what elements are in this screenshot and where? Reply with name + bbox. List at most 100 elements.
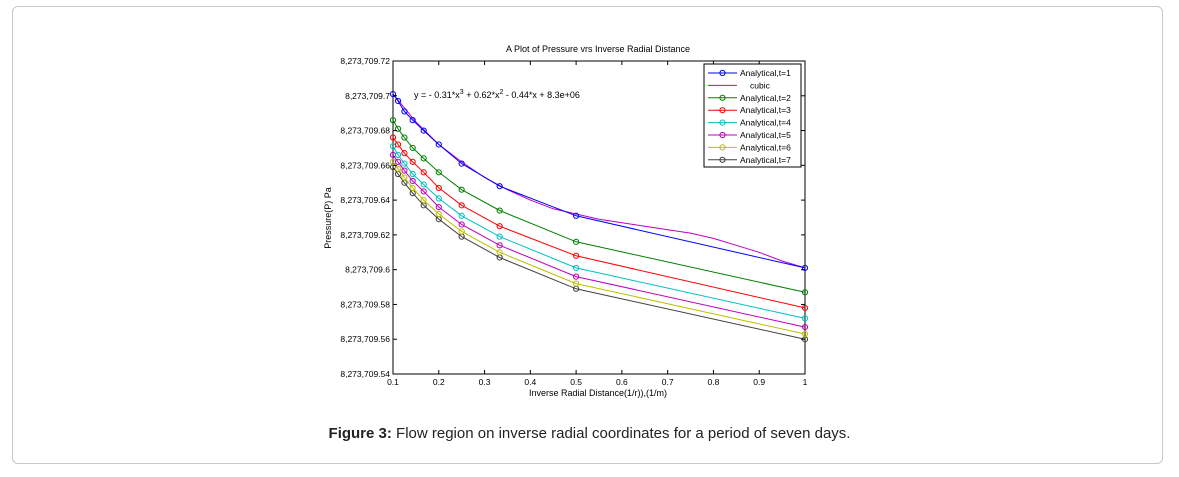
x-tick-label: 0.7 <box>662 377 674 387</box>
data-point-analytical-t-3 <box>409 158 416 165</box>
x-tick-label: 0.8 <box>708 377 720 387</box>
y-tick-label: 8,273,709.7 <box>345 91 390 101</box>
data-point-analytical-t-2 <box>496 207 503 214</box>
data-point-analytical-t-1 <box>801 264 809 272</box>
data-point-analytical-t-4 <box>394 151 402 158</box>
legend-label: Analytical,t=2 <box>740 93 791 103</box>
data-point-analytical-t-6 <box>394 165 402 172</box>
data-point-analytical-t-4 <box>420 181 427 188</box>
series-line-cubic <box>392 93 806 269</box>
data-point-analytical-t-1 <box>573 212 580 219</box>
legend-label: Analytical,t=7 <box>740 155 791 165</box>
data-point-analytical-t-5 <box>394 158 402 165</box>
data-point-analytical-t-6 <box>496 249 503 256</box>
data-point-analytical-t-6 <box>573 280 580 287</box>
data-point-analytical-t-2 <box>458 186 465 193</box>
legend-label: Analytical,t=4 <box>740 118 791 128</box>
data-point-analytical-t-5 <box>496 242 503 249</box>
data-point-analytical-t-6 <box>401 174 408 181</box>
data-point-analytical-t-2 <box>409 144 416 152</box>
data-point-analytical-t-3 <box>401 150 408 157</box>
data-point-analytical-t-3 <box>496 223 503 230</box>
series-line-analytical-t-4 <box>392 145 806 319</box>
data-point-analytical-t-4 <box>409 170 416 178</box>
data-point-analytical-t-1 <box>409 117 416 124</box>
legend-marker-analytical-t-1 <box>719 69 726 77</box>
data-point-analytical-t-3 <box>435 184 442 192</box>
data-point-analytical-t-5 <box>409 177 416 185</box>
x-tick-label: 0.5 <box>570 377 582 387</box>
data-point-analytical-t-5 <box>801 323 809 331</box>
legend-label: Analytical,t=5 <box>740 130 791 140</box>
data-point-analytical-t-1 <box>458 160 465 167</box>
data-point-analytical-t-2 <box>435 169 442 176</box>
data-point-analytical-t-5 <box>435 203 442 211</box>
data-point-analytical-t-1 <box>394 97 402 105</box>
data-point-analytical-t-3 <box>458 202 465 209</box>
legend-marker-analytical-t-7 <box>719 156 726 163</box>
series-line-analytical-t-7 <box>392 166 806 340</box>
data-point-analytical-t-1 <box>389 90 397 98</box>
y-tick-label: 8,273,709.54 <box>340 369 390 379</box>
data-point-analytical-t-5 <box>573 273 580 280</box>
data-point-analytical-t-2 <box>420 155 427 162</box>
x-axis-label: Inverse Radial Distance(1/r)),(1/m) <box>529 388 667 398</box>
caption-label: Figure 3: <box>328 425 392 442</box>
x-tick-label: 0.4 <box>524 377 536 387</box>
x-tick-label: 0.6 <box>616 377 628 387</box>
legend-marker-analytical-t-4 <box>719 119 726 126</box>
data-point-analytical-t-1 <box>435 141 442 148</box>
data-point-analytical-t-2 <box>401 134 408 141</box>
legend-marker-analytical-t-3 <box>719 107 726 114</box>
y-tick-label: 8,273,709.68 <box>340 126 390 136</box>
legend-label: Analytical,t=1 <box>740 68 791 78</box>
data-point-analytical-t-4 <box>496 233 503 240</box>
data-point-analytical-t-6 <box>435 210 442 218</box>
data-point-analytical-t-1 <box>496 183 503 190</box>
y-axis-label: Pressure(P) Pa <box>323 187 333 249</box>
data-point-analytical-t-1 <box>420 127 427 134</box>
y-tick-label: 8,273,709.62 <box>340 230 390 240</box>
data-point-analytical-t-3 <box>573 252 580 259</box>
legend-marker-analytical-t-6 <box>719 144 726 151</box>
caption-text: Flow region on inverse radial coordinate… <box>391 425 851 442</box>
legend-label: Analytical,t=3 <box>740 105 791 115</box>
legend-marker-analytical-t-2 <box>719 94 726 101</box>
legend: Analytical,t=1 cubic Analytical,t=2 Analyti… <box>703 63 802 168</box>
figure-caption: Figure 3: Flow region on inverse radial … <box>0 425 1179 442</box>
legend-marker-analytical-t-5 <box>719 131 726 139</box>
x-tick-label: 0.9 <box>753 377 765 387</box>
data-point-analytical-t-6 <box>420 197 427 204</box>
data-point-analytical-t-3 <box>801 304 809 312</box>
data-point-analytical-t-2 <box>801 289 809 296</box>
series-line-analytical-t-2 <box>392 119 806 293</box>
data-point-analytical-t-3 <box>394 141 402 148</box>
data-point-analytical-t-3 <box>389 134 397 141</box>
data-point-analytical-t-4 <box>458 212 465 219</box>
data-point-analytical-t-6 <box>801 330 809 338</box>
data-point-analytical-t-5 <box>420 188 427 195</box>
equation-annotation: y = - 0.31*x3 + 0.62*x2 - 0.44*x + 8.3e+… <box>414 89 580 100</box>
y-tick-label: 8,273,709.58 <box>340 299 390 309</box>
data-point-analytical-t-2 <box>389 117 397 124</box>
x-tick-label: 0.2 <box>433 377 445 387</box>
y-tick-label: 8,273,709.72 <box>340 56 390 66</box>
y-tick-label: 8,273,709.66 <box>340 160 390 170</box>
series-line-analytical-t-5 <box>392 154 806 328</box>
data-point-analytical-t-4 <box>401 160 408 167</box>
chart-title: A Plot of Pressure vrs Inverse Radial Di… <box>506 44 690 54</box>
data-point-analytical-t-2 <box>573 238 580 245</box>
data-point-analytical-t-6 <box>409 184 416 192</box>
data-point-analytical-t-5 <box>401 167 408 174</box>
y-tick-label: 8,273,709.6 <box>345 265 390 275</box>
legend-box <box>703 63 802 168</box>
data-point-analytical-t-4 <box>435 195 442 202</box>
data-point-analytical-t-4 <box>573 264 580 272</box>
x-tick-label: 1 <box>803 377 808 387</box>
x-tick-label: 0.3 <box>479 377 491 387</box>
data-point-analytical-t-3 <box>420 169 427 176</box>
data-point-analytical-t-4 <box>801 315 809 322</box>
series-line-analytical-t-3 <box>392 137 806 309</box>
legend-label: Analytical,t=6 <box>740 142 791 152</box>
pressure-chart: A Plot of Pressure vrs Inverse Radial Di… <box>323 44 809 398</box>
